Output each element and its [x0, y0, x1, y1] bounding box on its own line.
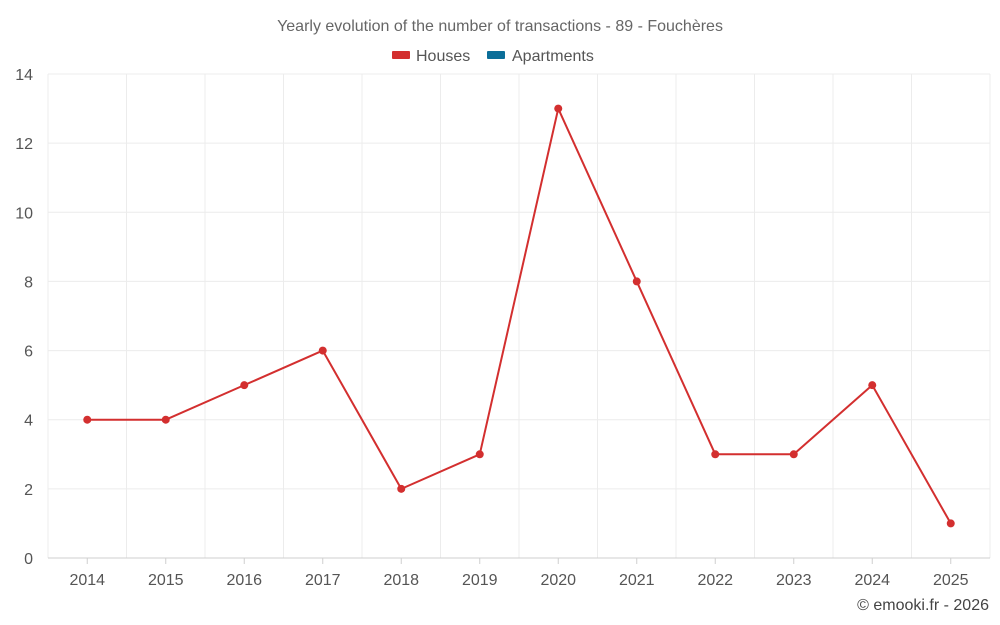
x-tick-label: 2015	[148, 572, 184, 589]
data-point-houses-2024[interactable]	[868, 381, 877, 390]
y-tick-label: 10	[15, 205, 33, 222]
y-tick-label: 0	[24, 551, 33, 568]
y-tick-label: 14	[15, 67, 33, 84]
y-axis: 0 2 4 6 8 10 12 14	[15, 67, 33, 568]
legend: Houses Apartments	[392, 48, 594, 65]
x-tick-label: 2014	[69, 572, 105, 589]
y-tick-label: 8	[24, 274, 33, 291]
x-tick-label: 2018	[383, 572, 419, 589]
series-layer	[83, 104, 955, 528]
x-tick-label: 2023	[776, 572, 812, 589]
data-point-houses-2016[interactable]	[240, 381, 249, 390]
data-point-houses-2015[interactable]	[161, 415, 170, 424]
y-tick-label: 4	[24, 413, 33, 430]
legend-label-apartments: Apartments	[512, 48, 594, 65]
y-tick-label: 2	[24, 482, 33, 499]
y-tick-label: 6	[24, 344, 33, 361]
legend-swatch-houses	[392, 51, 410, 59]
data-point-houses-2022[interactable]	[711, 450, 720, 459]
data-point-houses-2018[interactable]	[397, 484, 406, 493]
data-point-houses-2020[interactable]	[554, 104, 563, 113]
chart-title: Yearly evolution of the number of transa…	[277, 18, 723, 35]
y-tick-label: 12	[15, 136, 33, 153]
data-point-houses-2023[interactable]	[789, 450, 798, 459]
series-line-houses	[86, 107, 952, 525]
x-tick-label: 2024	[854, 572, 890, 589]
data-point-houses-2021[interactable]	[632, 277, 641, 286]
data-point-houses-2019[interactable]	[475, 450, 484, 459]
credit-text: © emooki.fr - 2026	[857, 597, 989, 614]
x-tick-label: 2016	[226, 572, 262, 589]
x-tick-label: 2017	[305, 572, 341, 589]
x-tick-label: 2020	[540, 572, 576, 589]
x-tick-label: 2022	[697, 572, 733, 589]
data-point-houses-2025[interactable]	[946, 519, 955, 528]
x-tick-label: 2021	[619, 572, 655, 589]
grid-lines	[47, 73, 991, 559]
x-axis: 2014 2015 2016 2017 2018 2019 2020 2021 2022 2023…	[48, 557, 990, 589]
x-tick-label: 2019	[462, 572, 498, 589]
legend-swatch-apartments	[487, 51, 505, 59]
data-point-houses-2017[interactable]	[318, 346, 327, 355]
x-tick-label: 2025	[933, 572, 969, 589]
legend-label-houses: Houses	[416, 48, 470, 65]
data-point-houses-2014[interactable]	[83, 415, 92, 424]
